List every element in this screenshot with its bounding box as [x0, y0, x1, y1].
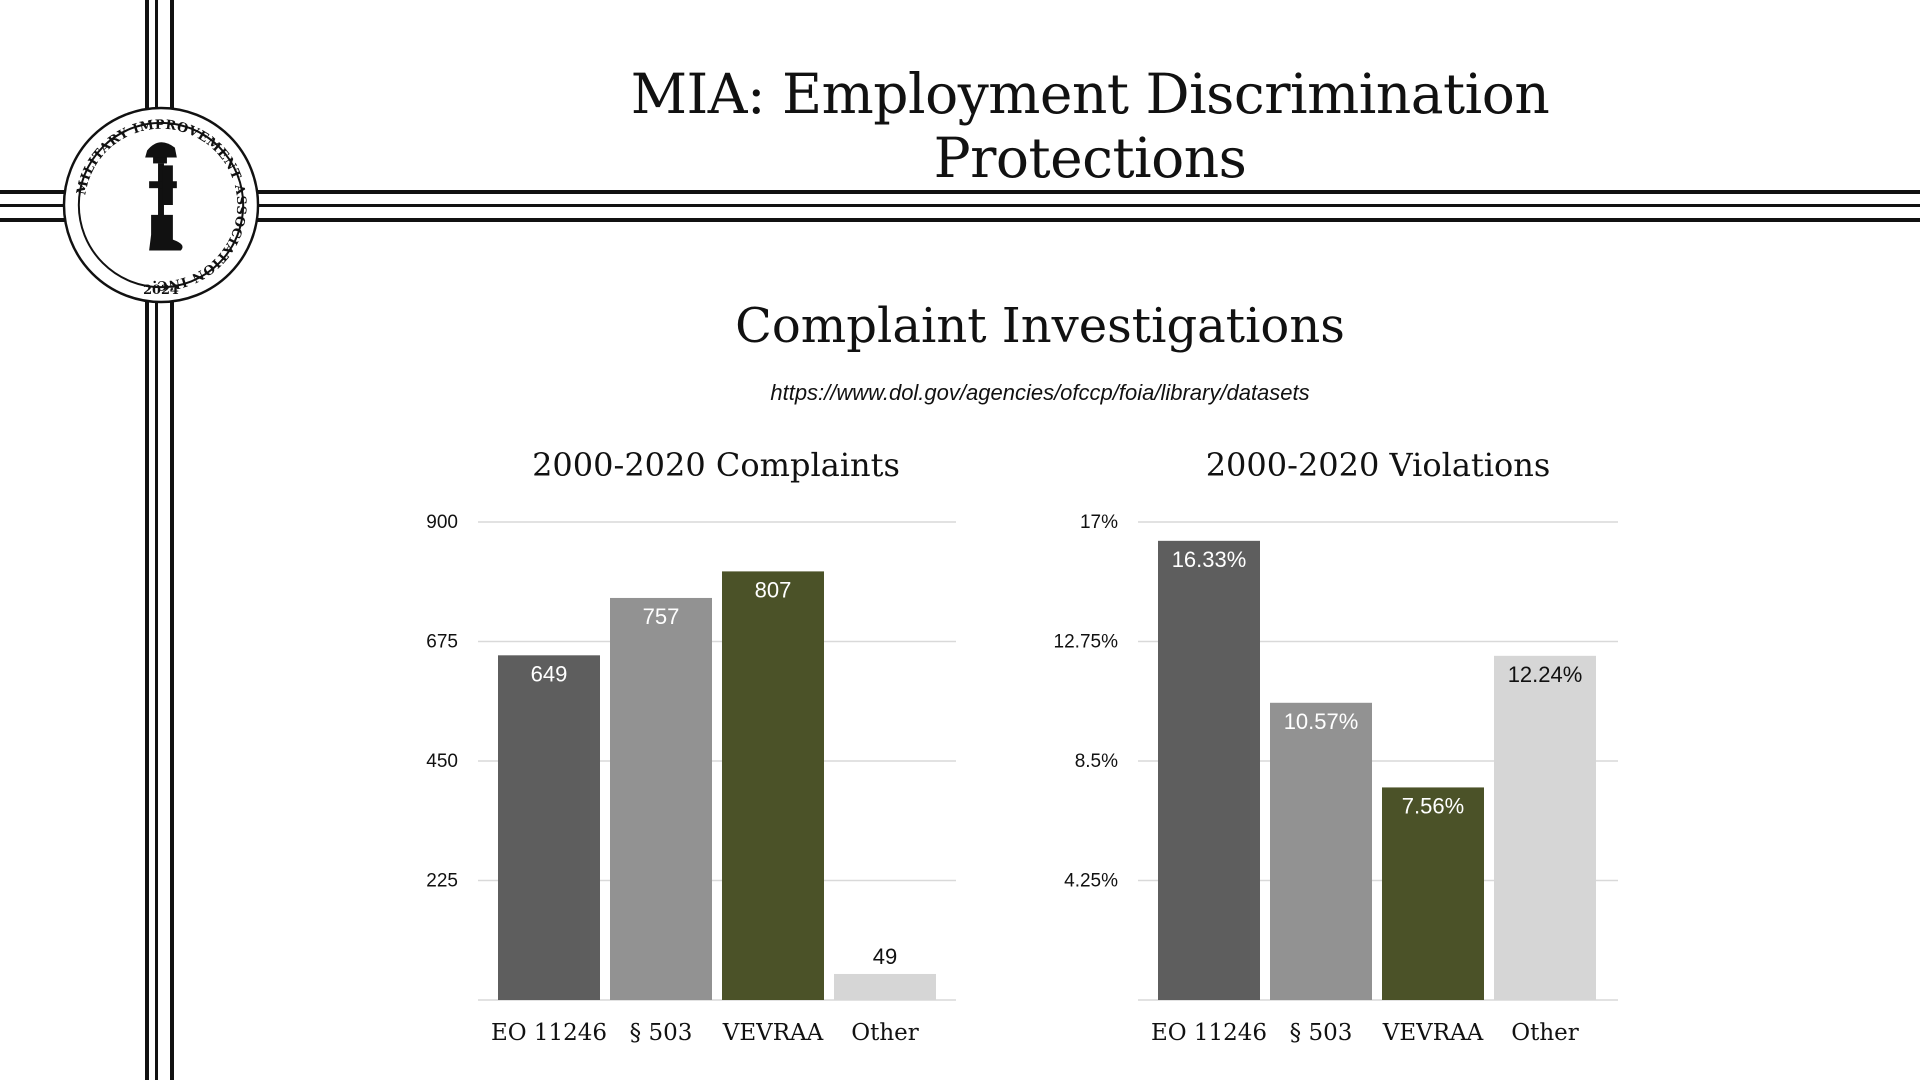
- violations-value-label: 7.56%: [1402, 793, 1464, 818]
- complaints-chart: 225 450 675 900 649 EO 11246 757 § 503 807 VEVRAA…: [426, 512, 956, 1046]
- complaints-chart-title: 2000-2020 Complaints: [532, 446, 900, 484]
- complaints-bar-3: [722, 571, 824, 1000]
- violations-category-label: VEVRAA: [1382, 1020, 1484, 1046]
- complaints-category-label: VEVRAA: [722, 1020, 824, 1046]
- frame-vertical-line-2: [155, 0, 158, 1080]
- violations-ytick-label: 12.75%: [1054, 632, 1119, 653]
- violations-chart: 4.25% 8.5% 12.75% 17% 16.33% EO 11246 10.57% § …: [1054, 512, 1618, 1046]
- frame-vertical-line-3: [170, 0, 174, 1080]
- source-url: https://www.dol.gov/agencies/ofccp/foia/…: [770, 380, 1310, 405]
- complaints-value-label: 807: [755, 577, 792, 602]
- violations-category-label: § 503: [1290, 1020, 1353, 1046]
- violations-ytick-label: 17%: [1080, 512, 1118, 533]
- seal-year: 2024: [143, 283, 179, 298]
- complaints-value-label: 49: [873, 944, 897, 969]
- violations-category-label: EO 11246: [1151, 1020, 1267, 1046]
- complaints-ytick-label: 900: [426, 512, 458, 533]
- frame-horizontal-line-1: [0, 190, 1920, 194]
- violations-value-label: 10.57%: [1284, 709, 1359, 734]
- violations-bar-3: [1382, 787, 1484, 1000]
- violations-category-label: Other: [1511, 1020, 1579, 1046]
- complaints-value-label: 757: [643, 604, 680, 629]
- complaints-ytick-label: 225: [426, 871, 458, 892]
- violations-value-label: 16.33%: [1172, 547, 1247, 572]
- mia-seal-logo: MILITARY IMPROVEMENT ASSOCIATION INC. 20…: [62, 106, 260, 304]
- frame-horizontal-line-2: [0, 204, 1920, 207]
- violations-ytick-label: 4.25%: [1064, 871, 1118, 892]
- complaints-ytick-label: 450: [426, 751, 458, 772]
- violations-chart-title: 2000-2020 Violations: [1205, 446, 1551, 484]
- complaints-category-label: § 503: [630, 1020, 693, 1046]
- section-title: Complaint Investigations: [735, 298, 1345, 354]
- complaints-category-label: EO 11246: [491, 1020, 607, 1046]
- frame-vertical-line-1: [145, 0, 149, 1080]
- violations-bar-4: [1494, 655, 1596, 1000]
- complaints-value-label: 649: [531, 661, 568, 686]
- violations-ytick-label: 8.5%: [1075, 751, 1118, 772]
- frame-horizontal-line-3: [0, 218, 1920, 222]
- violations-value-label: 12.24%: [1508, 662, 1583, 687]
- complaints-ytick-label: 675: [426, 632, 458, 653]
- complaints-category-label: Other: [851, 1020, 919, 1046]
- violations-bar-1: [1158, 540, 1260, 1000]
- complaints-bar-1: [498, 655, 600, 1000]
- complaints-bar-2: [610, 597, 712, 1000]
- page-title: MIA: Employment Discrimination Protectio…: [630, 62, 1550, 190]
- battlefield-cross-icon: [145, 142, 183, 251]
- violations-bar-2: [1270, 702, 1372, 1000]
- complaints-bar-4: [834, 973, 936, 1000]
